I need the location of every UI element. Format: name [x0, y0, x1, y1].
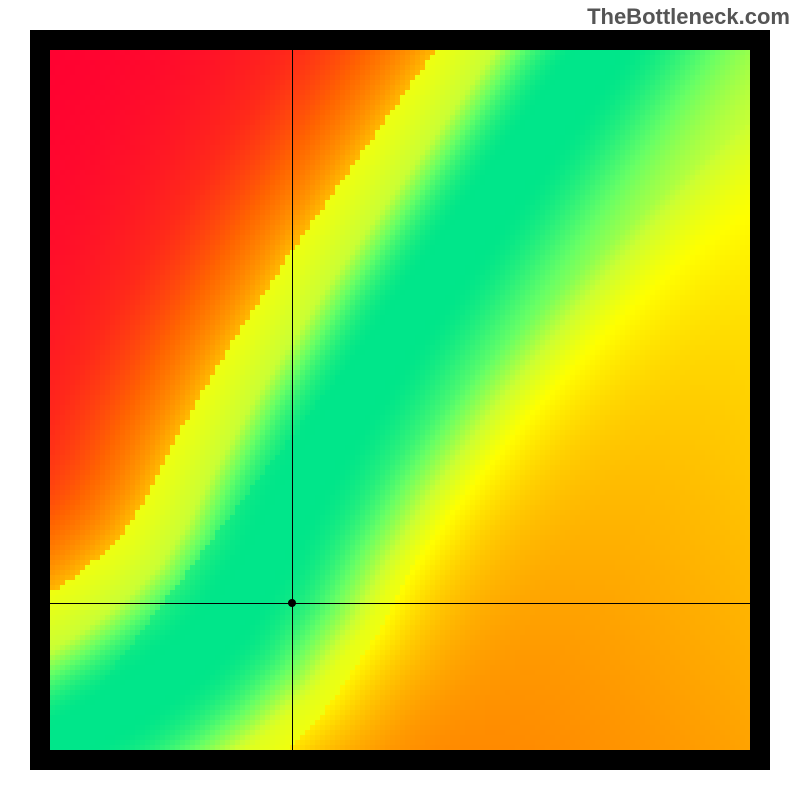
marker-dot — [288, 599, 296, 607]
crosshair-horizontal — [50, 603, 750, 604]
crosshair-vertical — [292, 50, 293, 750]
chart-frame — [30, 30, 770, 770]
watermark-text: TheBottleneck.com — [587, 4, 790, 30]
heatmap-canvas — [50, 50, 750, 750]
